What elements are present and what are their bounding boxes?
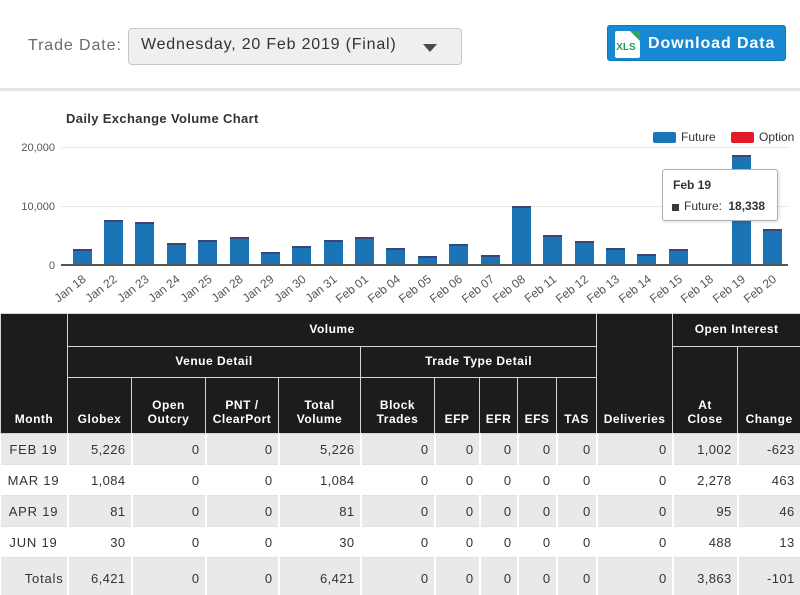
svg-text:XLS: XLS <box>616 42 636 53</box>
